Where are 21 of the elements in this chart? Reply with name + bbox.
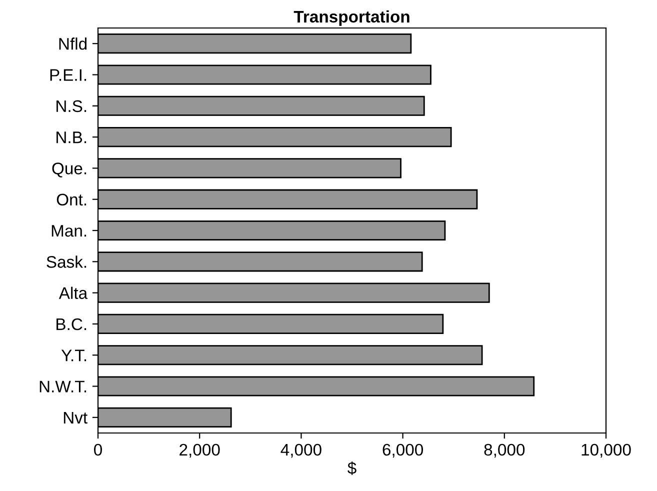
y-tick-label: Man. [52, 225, 86, 237]
chart-title: Transportation [294, 10, 410, 26]
x-tick-label: 8,000 [484, 444, 525, 458]
y-tick-label: Nfld [59, 38, 87, 50]
y-tick-label: Y.T. [61, 350, 86, 362]
y-tick-label: N.W.T. [40, 380, 86, 392]
y-tick-label: Alta [58, 286, 88, 300]
y-tick-label: Sask. [46, 256, 86, 268]
y-tick-label: Nvt [64, 412, 88, 424]
x-tick-label: 6,000 [382, 444, 424, 458]
y-tick-label: B.C. [56, 318, 86, 330]
x-tick-label: 10,000 [582, 444, 631, 458]
y-tick-label: Que. [52, 162, 86, 178]
x-axis-title: $ [348, 461, 356, 475]
x-tick-label: 4,000 [280, 444, 322, 458]
x-tick-label: 2,000 [180, 444, 220, 458]
y-tick-label: P.E.I. [50, 69, 86, 81]
x-tick-label: 0 [94, 444, 102, 456]
y-tick-label: N.B. [56, 132, 86, 144]
y-tick-label: Ont. [56, 194, 86, 206]
y-tick-label: N.S. [56, 100, 86, 112]
